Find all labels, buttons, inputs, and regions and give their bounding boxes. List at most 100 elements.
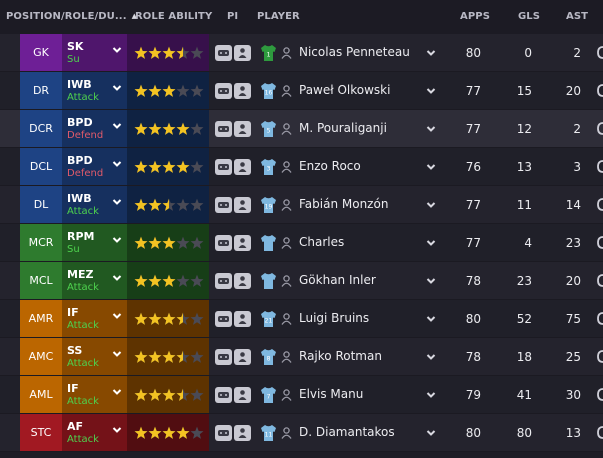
player-name[interactable]: M. Pouraliganji — [299, 121, 387, 135]
player-instructions[interactable] — [215, 197, 251, 213]
column-header-apps[interactable]: APPS — [460, 11, 490, 22]
chevron-down-icon[interactable] — [425, 313, 437, 325]
role-selector[interactable]: IWB Attack — [62, 72, 127, 109]
person-instructions-icon[interactable] — [234, 349, 251, 365]
gamepad-icon[interactable] — [215, 387, 232, 403]
chevron-down-icon[interactable] — [425, 275, 437, 287]
position-cell[interactable]: DCL — [20, 148, 62, 185]
chevron-down-icon[interactable] — [425, 161, 437, 173]
column-header-pi[interactable]: PI — [227, 11, 239, 22]
table-row[interactable]: DR IWB Attack 16 Paweł Olkowski 77 15 20 — [0, 72, 603, 110]
gamepad-icon[interactable] — [215, 311, 232, 327]
table-row[interactable]: STC AF Attack 11 D. Diamantakos 80 80 13 — [0, 414, 603, 452]
chevron-down-icon[interactable] — [425, 85, 437, 97]
chevron-down-icon[interactable] — [111, 44, 123, 56]
chevron-down-icon[interactable] — [425, 123, 437, 135]
column-header-player[interactable]: PLAYER — [257, 11, 300, 22]
role-selector[interactable]: IF Attack — [62, 300, 127, 337]
column-header-role-ability[interactable]: ROLE ABILITY — [135, 11, 213, 22]
table-row[interactable]: AMC SS Attack 8 Rajko Rotman 78 18 25 — [0, 338, 603, 376]
chevron-down-icon[interactable] — [425, 389, 437, 401]
person-instructions-icon[interactable] — [234, 83, 251, 99]
gamepad-icon[interactable] — [215, 197, 232, 213]
role-selector[interactable]: BPD Defend — [62, 148, 127, 185]
gamepad-icon[interactable] — [215, 349, 232, 365]
player-instructions[interactable] — [215, 45, 251, 61]
gamepad-icon[interactable] — [215, 425, 232, 441]
gamepad-icon[interactable] — [215, 235, 232, 251]
table-row[interactable]: AMR IF Attack 21 Luigi Bruins 80 52 75 — [0, 300, 603, 338]
player-instructions[interactable] — [215, 425, 251, 441]
table-row[interactable]: MCL MEZ Attack Gökhan Inler 78 23 20 — [0, 262, 603, 300]
table-row[interactable]: MCR RPM Su Charles 77 4 23 — [0, 224, 603, 262]
column-header-ast[interactable]: AST — [566, 11, 589, 22]
position-cell[interactable]: AML — [20, 376, 62, 413]
person-instructions-icon[interactable] — [234, 235, 251, 251]
chevron-down-icon[interactable] — [425, 199, 437, 211]
player-name[interactable]: Gökhan Inler — [299, 273, 376, 287]
table-row[interactable]: DCL BPD Defend 3 Enzo Roco 76 13 3 — [0, 148, 603, 186]
player-instructions[interactable] — [215, 235, 251, 251]
chevron-down-icon[interactable] — [425, 427, 437, 439]
person-instructions-icon[interactable] — [234, 197, 251, 213]
chevron-down-icon[interactable] — [111, 120, 123, 132]
chevron-down-icon[interactable] — [111, 158, 123, 170]
player-name[interactable]: Nicolas Penneteau — [299, 45, 410, 59]
chevron-down-icon[interactable] — [111, 386, 123, 398]
person-instructions-icon[interactable] — [234, 273, 251, 289]
chevron-down-icon[interactable] — [425, 47, 437, 59]
chevron-down-icon[interactable] — [111, 424, 123, 436]
role-selector[interactable]: BPD Defend — [62, 110, 127, 147]
table-row[interactable]: DL IWB Attack 19 Fabián Monzón 77 11 14 — [0, 186, 603, 224]
player-instructions[interactable] — [215, 121, 251, 137]
player-name[interactable]: Fabián Monzón — [299, 197, 389, 211]
chevron-down-icon[interactable] — [111, 310, 123, 322]
position-cell[interactable]: DL — [20, 186, 62, 223]
position-cell[interactable]: DCR — [20, 110, 62, 147]
person-instructions-icon[interactable] — [234, 387, 251, 403]
player-instructions[interactable] — [215, 349, 251, 365]
player-instructions[interactable] — [215, 273, 251, 289]
gamepad-icon[interactable] — [215, 83, 232, 99]
chevron-down-icon[interactable] — [111, 234, 123, 246]
player-instructions[interactable] — [215, 387, 251, 403]
position-cell[interactable]: MCR — [20, 224, 62, 261]
table-row[interactable]: AML IF Attack 7 Elvis Manu 79 41 30 — [0, 376, 603, 414]
role-selector[interactable]: RPM Su — [62, 224, 127, 261]
player-instructions[interactable] — [215, 83, 251, 99]
role-selector[interactable]: SK Su — [62, 34, 127, 71]
player-instructions[interactable] — [215, 311, 251, 327]
gamepad-icon[interactable] — [215, 273, 232, 289]
gamepad-icon[interactable] — [215, 159, 232, 175]
chevron-down-icon[interactable] — [111, 348, 123, 360]
position-cell[interactable]: MCL — [20, 262, 62, 299]
role-selector[interactable]: IF Attack — [62, 376, 127, 413]
person-instructions-icon[interactable] — [234, 121, 251, 137]
gamepad-icon[interactable] — [215, 45, 232, 61]
role-selector[interactable]: IWB Attack — [62, 186, 127, 223]
column-header-position[interactable]: POSITION/ROLE/DU... ▲ — [6, 11, 137, 22]
table-row[interactable]: GK SK Su 1 Nicolas Penneteau 80 0 2 — [0, 34, 603, 72]
column-header-gls[interactable]: GLS — [518, 11, 541, 22]
sort-ascending-icon[interactable]: ▲ — [131, 12, 138, 20]
player-name[interactable]: Luigi Bruins — [299, 311, 370, 325]
player-name[interactable]: Rajko Rotman — [299, 349, 382, 363]
position-cell[interactable]: GK — [20, 34, 62, 71]
table-row[interactable]: DCR BPD Defend 5 M. Pouraliganji 77 12 2 — [0, 110, 603, 148]
chevron-down-icon[interactable] — [111, 82, 123, 94]
position-cell[interactable]: DR — [20, 72, 62, 109]
position-cell[interactable]: AMR — [20, 300, 62, 337]
chevron-down-icon[interactable] — [111, 196, 123, 208]
chevron-down-icon[interactable] — [425, 351, 437, 363]
role-selector[interactable]: SS Attack — [62, 338, 127, 375]
player-name[interactable]: Paweł Olkowski — [299, 83, 391, 97]
position-cell[interactable]: STC — [20, 414, 62, 451]
role-selector[interactable]: MEZ Attack — [62, 262, 127, 299]
position-cell[interactable]: AMC — [20, 338, 62, 375]
person-instructions-icon[interactable] — [234, 159, 251, 175]
chevron-down-icon[interactable] — [111, 272, 123, 284]
person-instructions-icon[interactable] — [234, 311, 251, 327]
player-name[interactable]: Enzo Roco — [299, 159, 361, 173]
player-name[interactable]: Elvis Manu — [299, 387, 364, 401]
player-name[interactable]: Charles — [299, 235, 345, 249]
